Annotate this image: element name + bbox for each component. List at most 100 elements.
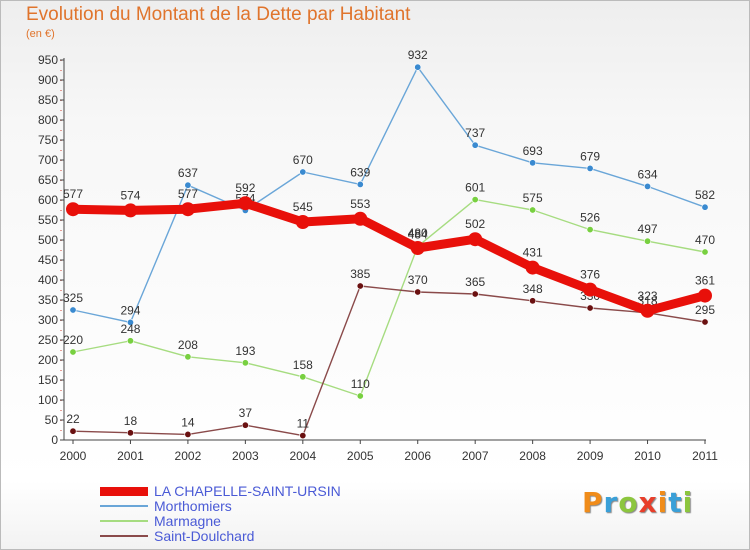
data-point — [586, 304, 594, 312]
data-point — [126, 318, 134, 326]
legend-label: Saint-Doulchard — [154, 528, 255, 544]
data-point — [356, 282, 364, 290]
y-tick-label: 800 — [38, 113, 58, 127]
data-label: 294 — [120, 303, 140, 317]
y-tick-label: 850 — [38, 93, 58, 107]
data-point — [701, 203, 709, 211]
y-tick-label: 900 — [38, 73, 58, 87]
data-point — [126, 429, 134, 437]
series-line — [72, 285, 706, 437]
data-point — [468, 232, 483, 247]
data-point — [414, 63, 422, 71]
data-label: 158 — [293, 358, 313, 372]
data-point — [586, 226, 594, 234]
y-tick-label: 350 — [38, 293, 58, 307]
x-tick-label: 2010 — [634, 449, 661, 463]
logo-letter: r — [603, 486, 619, 519]
data-label: 14 — [181, 415, 195, 429]
data-label: 431 — [523, 246, 543, 260]
y-tick-label: 0 — [51, 433, 58, 447]
data-label: 637 — [178, 166, 198, 180]
x-tick-label: 2002 — [175, 449, 202, 463]
data-label: 575 — [523, 191, 543, 205]
legend-label: Morthomiers — [154, 498, 232, 514]
data-point — [69, 427, 77, 435]
data-label: 574 — [120, 188, 140, 202]
legend-swatch — [100, 535, 148, 537]
line-chart: 0 50 100 150 200 250 300 350 400 450 500 550 600 650 7… — [38, 48, 718, 463]
data-label: 670 — [293, 153, 313, 167]
data-label: 37 — [239, 406, 253, 420]
logo-letter: P — [582, 486, 604, 519]
chart-title: Evolution du Montant de la Dette par Hab… — [26, 4, 411, 25]
data-label: 582 — [695, 188, 715, 202]
y-tick-label: 600 — [38, 193, 58, 207]
y-tick-label: 700 — [38, 153, 58, 167]
data-label: 248 — [120, 322, 140, 336]
chart-subtitle: (en €) — [26, 28, 55, 40]
x-tick-label: 2001 — [117, 449, 144, 463]
data-point — [66, 202, 80, 217]
data-label: 18 — [124, 414, 138, 428]
y-tick-label: 150 — [38, 373, 58, 387]
legend-label: LA CHAPELLE-SAINT-URSIN — [154, 483, 341, 499]
x-tick-label: 2000 — [60, 449, 87, 463]
data-point — [69, 348, 77, 356]
logo-letter: o — [618, 486, 639, 519]
data-label: 480 — [408, 226, 428, 240]
data-label: 110 — [351, 377, 370, 391]
x-tick-label: 2003 — [232, 449, 259, 463]
data-point — [701, 248, 709, 256]
x-tick-label: 2006 — [404, 449, 431, 463]
y-tick-label: 650 — [38, 173, 58, 187]
series-line — [72, 198, 706, 397]
data-point — [471, 196, 479, 204]
data-label: 385 — [350, 267, 370, 281]
data-label: 577 — [63, 187, 83, 201]
logo-letter: i — [682, 486, 694, 519]
data-point — [126, 337, 134, 345]
data-label: 348 — [523, 282, 543, 296]
x-tick-label: 2011 — [692, 449, 718, 463]
data-label: 932 — [408, 48, 428, 62]
data-label: 361 — [695, 274, 715, 288]
data-point — [414, 288, 422, 296]
data-point — [299, 373, 307, 381]
data-label: 220 — [63, 333, 83, 347]
data-label: 470 — [695, 233, 715, 247]
data-label: 639 — [350, 165, 370, 179]
x-tick-label: 2009 — [577, 449, 604, 463]
data-point — [644, 182, 652, 190]
data-point — [180, 202, 195, 217]
data-label: 208 — [178, 338, 198, 352]
data-label: 325 — [63, 291, 83, 305]
data-label: 497 — [638, 222, 658, 236]
data-point — [241, 359, 249, 367]
data-point — [471, 141, 479, 149]
data-label: 11 — [297, 417, 310, 431]
y-tick-label: 500 — [38, 233, 58, 247]
y-tick-label: 200 — [38, 353, 58, 367]
data-label: 365 — [465, 275, 485, 289]
data-point — [701, 318, 709, 326]
data-point — [299, 168, 307, 176]
data-label: 22 — [66, 412, 80, 426]
data-point — [69, 306, 77, 314]
series-line — [68, 198, 710, 316]
y-tick-label: 250 — [38, 333, 58, 347]
y-tick-label: 400 — [38, 273, 58, 287]
data-point — [529, 206, 537, 214]
data-label: 193 — [235, 344, 255, 358]
y-tick-label: 450 — [38, 253, 58, 267]
data-point — [184, 353, 192, 361]
data-point — [356, 180, 364, 188]
data-label: 295 — [695, 303, 715, 317]
x-tick-label: 2008 — [519, 449, 546, 463]
data-point — [356, 392, 364, 400]
y-tick-label: 550 — [38, 213, 58, 227]
logo-letter: t — [668, 486, 683, 519]
logo-letter: x — [638, 486, 658, 519]
data-label: 679 — [580, 149, 600, 163]
data-point — [184, 430, 192, 438]
